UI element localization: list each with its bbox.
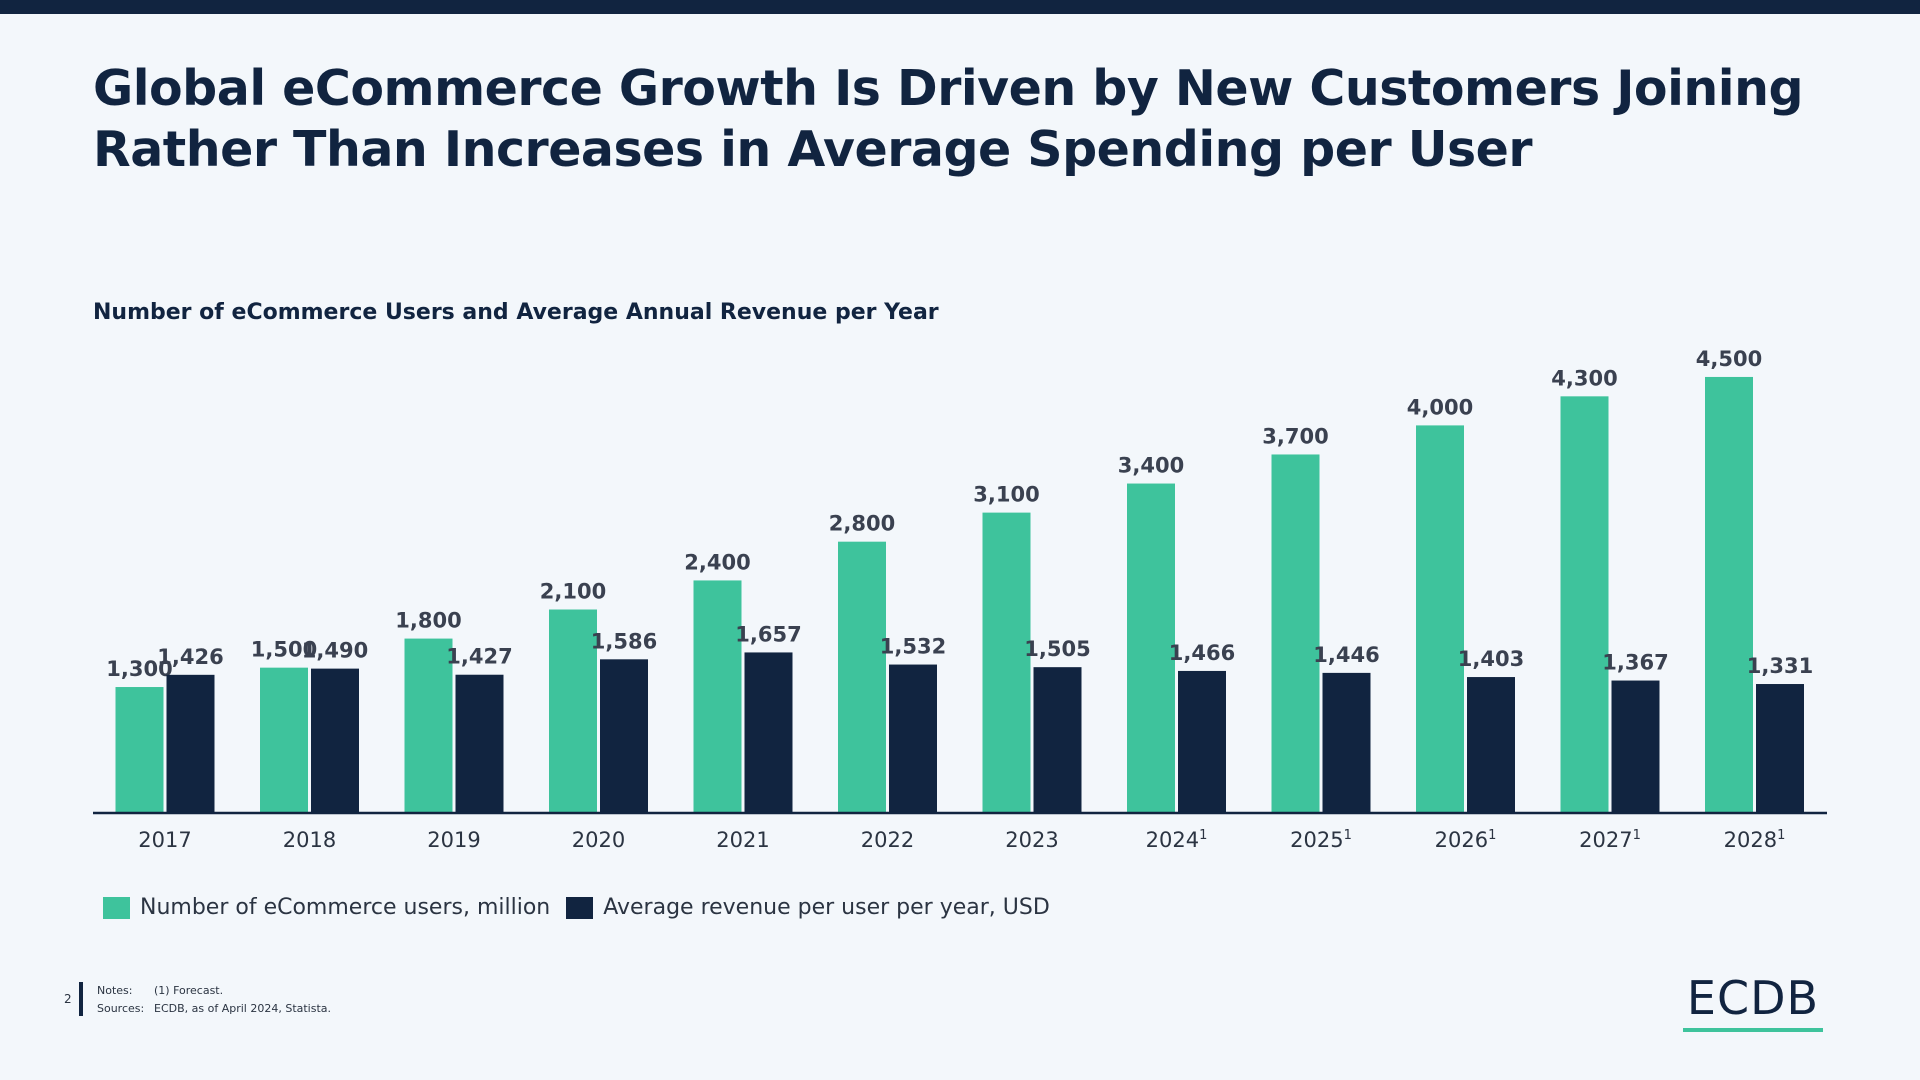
x-tick-label-2018: 2018	[283, 828, 336, 852]
slide-headline: Global eCommerce Growth Is Driven by New…	[93, 60, 1804, 178]
data-label-revenue-2028: 1,331	[1747, 654, 1813, 678]
notes-label: Notes:	[97, 984, 133, 997]
x-tick-label-2026: 20261	[1435, 828, 1497, 852]
data-label-revenue-2024: 1,466	[1169, 641, 1235, 665]
chart-legend: Number of eCommerce users, million Avera…	[103, 895, 1066, 920]
data-label-revenue-2026: 1,403	[1458, 647, 1524, 671]
legend-swatch-revenue	[566, 896, 594, 919]
top-accent-bar	[0, 0, 1920, 14]
data-label-revenue-2018: 1,490	[302, 639, 368, 663]
data-label-revenue-2019: 1,427	[446, 645, 512, 669]
bar-users-2028	[1705, 376, 1753, 813]
bar-users-2022	[838, 541, 886, 813]
bar-revenue-2026	[1467, 677, 1515, 813]
legend-item-users: Number of eCommerce users, million	[103, 895, 550, 920]
data-label-revenue-2023: 1,505	[1024, 637, 1090, 661]
notes-text: (1) Forecast.	[154, 984, 224, 997]
x-tick-label-2027: 20271	[1579, 828, 1641, 852]
bar-users-2017	[115, 687, 164, 813]
notes-line: Notes: (1) Forecast.	[97, 982, 331, 1000]
bar-revenue-2022	[889, 664, 937, 813]
x-tick-label-2019: 2019	[427, 828, 480, 852]
data-label-users-2017: 1,300	[106, 657, 172, 681]
bar-users-2026	[1416, 425, 1464, 813]
x-tick-label-2025: 20251	[1290, 828, 1352, 852]
bar-revenue-2028	[1756, 684, 1804, 813]
sources-text: ECDB, as of April 2024, Statista.	[154, 1002, 332, 1015]
x-tick-label-2028: 20281	[1724, 828, 1786, 852]
footnotes: Notes: (1) Forecast. Sources: ECDB, as of …	[97, 982, 331, 1018]
bar-revenue-2027	[1611, 680, 1660, 813]
sources-line: Sources: ECDB, as of April 2024, Statista…	[97, 1000, 331, 1018]
data-label-users-2023: 3,100	[973, 483, 1039, 507]
data-label-users-2027: 4,300	[1551, 366, 1617, 390]
x-tick-label-2020: 2020	[572, 828, 625, 852]
data-label-users-2018: 1,500	[251, 638, 317, 662]
bar-users-2021	[693, 580, 742, 813]
data-label-revenue-2025: 1,446	[1313, 643, 1379, 667]
page-number: 2	[64, 992, 72, 1006]
data-label-users-2021: 2,400	[684, 550, 750, 574]
data-label-revenue-2020: 1,586	[591, 629, 657, 653]
logo-underline	[1683, 1028, 1823, 1032]
bar-users-2024	[1127, 483, 1175, 813]
data-label-revenue-2017: 1,426	[157, 645, 223, 669]
data-label-revenue-2021: 1,657	[735, 622, 801, 646]
x-tick-label-2021: 2021	[716, 828, 769, 852]
bar-revenue-2023	[1033, 667, 1082, 813]
bar-users-2020	[549, 609, 597, 813]
x-tick-label-2024: 20241	[1146, 828, 1208, 852]
bar-revenue-2024	[1178, 670, 1226, 813]
bar-users-2019	[404, 638, 453, 813]
logo-text: ECDB	[1686, 971, 1820, 1025]
ecdb-logo: ECDB	[1683, 972, 1823, 1032]
data-label-users-2028: 4,500	[1696, 347, 1762, 371]
bar-revenue-2021	[744, 652, 793, 813]
legend-swatch-users	[103, 896, 130, 919]
bar-users-2027	[1560, 396, 1609, 813]
x-tick-label-2023: 2023	[1005, 828, 1058, 852]
legend-label-users: Number of eCommerce users, million	[140, 895, 551, 920]
sources-label: Sources:	[97, 1002, 145, 1015]
data-label-revenue-2022: 1,532	[880, 635, 946, 659]
data-label-users-2025: 3,700	[1262, 424, 1328, 448]
bar-revenue-2017	[166, 674, 215, 813]
bar-users-2023	[982, 512, 1031, 813]
legend-label-revenue: Average revenue per user per year, USD	[603, 895, 1050, 920]
data-label-users-2020: 2,100	[540, 580, 606, 604]
x-tick-label-2022: 2022	[861, 828, 914, 852]
data-label-users-2019: 1,800	[395, 609, 461, 633]
bar-revenue-2018	[311, 668, 359, 813]
chart-title: Number of eCommerce Users and Average An…	[93, 300, 939, 325]
data-label-users-2022: 2,800	[829, 512, 895, 536]
bar-revenue-2019	[455, 674, 504, 813]
bar-revenue-2025	[1322, 672, 1371, 813]
bar-users-2025	[1271, 454, 1320, 813]
data-label-revenue-2027: 1,367	[1602, 651, 1668, 675]
footer-divider	[79, 982, 83, 1016]
bar-users-2018	[260, 667, 308, 813]
x-tick-label-2017: 2017	[138, 828, 191, 852]
data-label-users-2024: 3,400	[1118, 454, 1184, 478]
data-label-users-2026: 4,000	[1407, 395, 1473, 419]
legend-item-revenue: Average revenue per user per year, USD	[566, 895, 1050, 920]
bar-revenue-2020	[600, 659, 648, 813]
